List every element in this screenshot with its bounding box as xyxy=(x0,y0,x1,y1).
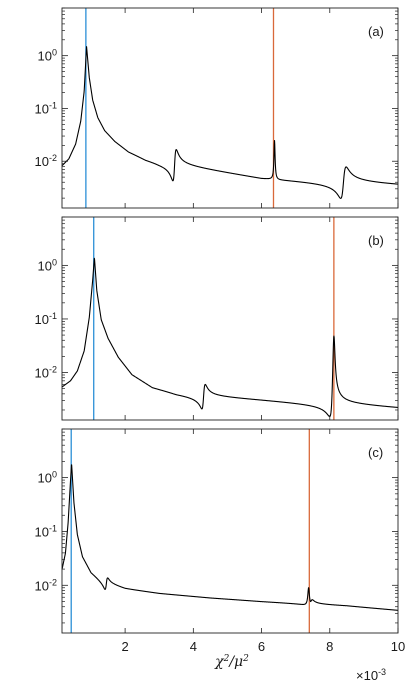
panel-label: (b) xyxy=(368,233,384,248)
y-tick-label: 10-2 xyxy=(35,365,57,381)
panel-2: 100 10-1 10-2 (b) xyxy=(35,216,399,421)
panel-1: 100 10-1 10-2 (a) xyxy=(35,7,399,209)
panel-label: (a) xyxy=(368,24,384,39)
y-tick-label: 10-1 xyxy=(35,100,57,116)
plot-background xyxy=(62,8,398,208)
plot-frame xyxy=(61,7,399,209)
y-tick-label: 10-2 xyxy=(35,153,57,169)
data-series-line xyxy=(61,46,399,199)
x-axis-multiplier: ×10-3 xyxy=(356,667,386,683)
panel-label: (c) xyxy=(368,445,383,460)
y-tick-label: 10-1 xyxy=(35,523,57,539)
y-tick-label: 10-1 xyxy=(35,311,57,327)
x-tick-label: 2 xyxy=(121,639,128,654)
x-tick-label: 4 xyxy=(190,639,197,654)
data-series-line xyxy=(61,257,399,418)
panel-3: 100 10-1 10-2 2 4 6 8 10 (c) xyxy=(35,428,405,654)
chart-panels: 100 10-1 10-2 (a) 100 10-1 10-2 (b) 100 10-1 10-2 2… xyxy=(35,7,405,654)
data-series-line xyxy=(61,464,399,611)
x-axis-label: χ2/μ2 xyxy=(214,654,249,670)
y-tick-label: 100 xyxy=(38,257,57,273)
y-tick-label: 100 xyxy=(38,470,57,486)
y-tick-label: 100 xyxy=(38,48,57,64)
plot-background xyxy=(62,429,398,633)
x-tick-label: 8 xyxy=(326,639,333,654)
x-tick-label: 10 xyxy=(391,639,405,654)
plot-frame xyxy=(61,216,399,421)
plot-background xyxy=(62,217,398,420)
x-tick-label: 6 xyxy=(258,639,265,654)
plot-frame xyxy=(61,428,399,634)
y-tick-label: 10-2 xyxy=(35,577,57,593)
